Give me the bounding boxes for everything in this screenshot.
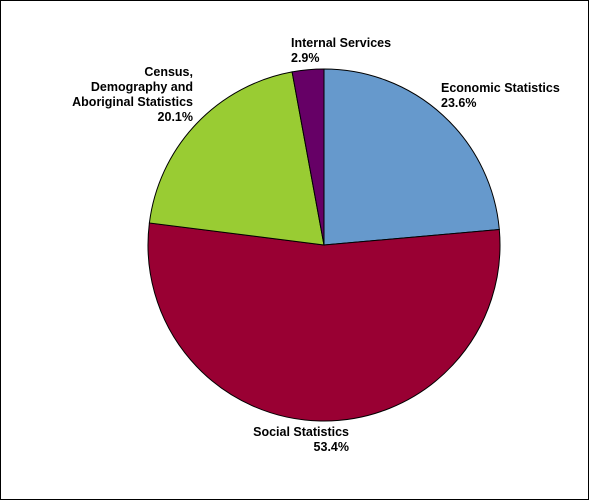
label-internal-services: Internal Services 2.9% bbox=[291, 36, 391, 66]
label-internal-services-name: Internal Services bbox=[291, 36, 392, 50]
label-census-line1: Census, bbox=[144, 65, 193, 79]
label-economic-statistics: Economic Statistics 23.6% bbox=[441, 81, 560, 111]
pie-slice-economic-statistics bbox=[323, 68, 500, 246]
label-census-line3: Aboriginal Statistics bbox=[72, 95, 193, 109]
pie-slice-census-demography-and-aboriginal-statistics bbox=[148, 71, 325, 246]
label-census-line2: Demography and bbox=[90, 80, 193, 94]
label-social-statistics-value: 53.4% bbox=[313, 440, 349, 454]
pie-slice-internal-services bbox=[291, 68, 325, 246]
label-census: Census, Demography and Aboriginal Statis… bbox=[53, 65, 193, 125]
label-economic-statistics-value: 23.6% bbox=[441, 96, 477, 110]
label-census-value: 20.1% bbox=[157, 110, 193, 124]
label-social-statistics: Social Statistics 53.4% bbox=[241, 425, 349, 455]
label-economic-statistics-name: Economic Statistics bbox=[441, 81, 560, 95]
label-internal-services-value: 2.9% bbox=[291, 51, 320, 65]
pie-slice-social-statistics bbox=[147, 222, 501, 422]
label-social-statistics-name: Social Statistics bbox=[253, 425, 349, 439]
